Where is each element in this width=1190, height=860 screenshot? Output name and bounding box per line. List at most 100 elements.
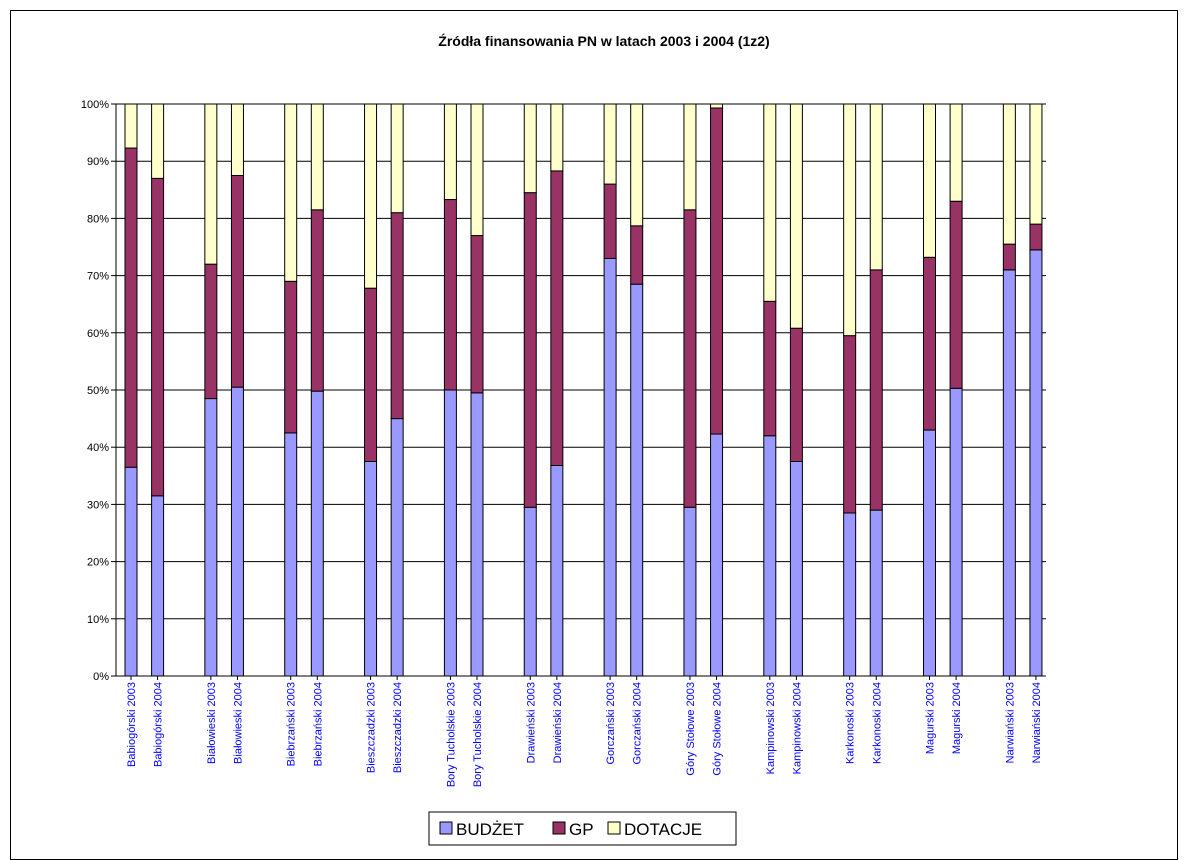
bar-bud-et <box>443 389 457 677</box>
bar-bud-et <box>1002 269 1016 677</box>
y-axis: 0% 10% 20% 30% 40% 50% 60% 70% 80% 90% 100% <box>81 99 117 683</box>
bar-bud-et <box>1029 249 1043 677</box>
x-tick-label: Gorczański 2004 <box>632 682 644 765</box>
bar-gp <box>923 256 936 431</box>
bar-dotacje <box>151 103 165 179</box>
legend-swatch <box>439 821 453 835</box>
legend-swatch <box>552 821 566 835</box>
x-tick-label: Bieszczadzki 2004 <box>392 682 404 773</box>
bar-gp <box>949 200 963 389</box>
x-tick-label: Biebrzański 2004 <box>312 682 324 766</box>
bar-dotacje <box>204 103 218 265</box>
bar-gp <box>151 177 165 497</box>
bar-dotacje <box>364 103 378 289</box>
bar-dotacje <box>470 103 484 237</box>
bar-gp <box>550 170 564 467</box>
x-tick-label: Babiogórski 2004 <box>153 682 165 767</box>
bar-bud-et <box>789 461 803 677</box>
bar-dotacje <box>1029 103 1043 225</box>
legend: BUDŻET GP DOTACJE <box>428 811 737 846</box>
y-tick-label: 50% <box>87 385 109 397</box>
bars <box>124 103 1043 677</box>
bar-dotacje <box>603 103 617 185</box>
bar-bud-et <box>923 429 936 677</box>
bar-bud-et <box>869 509 883 677</box>
legend-label: GP <box>569 820 594 839</box>
bar-gp <box>310 209 324 392</box>
bar-bud-et <box>630 283 644 677</box>
chart-title: Źródła finansowania PN w latach 2003 i 2… <box>438 33 769 49</box>
y-tick-label: 70% <box>87 271 109 283</box>
y-tick-label: 20% <box>87 557 109 569</box>
bar-gp <box>869 269 883 511</box>
bar-bud-et <box>364 461 378 677</box>
x-tick-label: Bory Tucholskie 2004 <box>472 682 484 787</box>
bar-bud-et <box>763 435 777 677</box>
x-tick-label: Babiogórski 2003 <box>126 682 138 767</box>
bar-bud-et <box>710 433 724 677</box>
bar-gp <box>763 300 777 437</box>
bar-bud-et <box>843 512 857 677</box>
y-tick-label: 30% <box>87 499 109 511</box>
bar-dotacje <box>310 103 324 211</box>
bar-bud-et <box>390 418 404 677</box>
bar-gp <box>843 335 857 514</box>
bar-gp <box>204 263 218 400</box>
bar-gp <box>364 287 378 462</box>
bar-bud-et <box>151 495 165 677</box>
x-tick-label: Kampinowski 2004 <box>791 682 803 774</box>
bar-dotacje <box>843 103 857 337</box>
bar-gp <box>1002 243 1016 271</box>
y-tick-label: 100% <box>81 99 109 111</box>
bar-gp <box>710 107 724 435</box>
bar-bud-et <box>204 398 218 677</box>
x-tick-label: Drawieński 2004 <box>552 682 564 763</box>
y-tick-label: 90% <box>87 156 109 168</box>
bar-bud-et <box>550 465 564 677</box>
y-tick-label: 0% <box>93 671 109 683</box>
x-tick-label: Białowieski 2004 <box>232 682 244 764</box>
x-tick-label: Gorczański 2003 <box>605 682 617 765</box>
bar-dotacje <box>284 103 298 282</box>
bar-bud-et <box>949 387 963 677</box>
x-tick-label: Kampinowski 2003 <box>765 682 777 774</box>
legend-swatch <box>607 821 621 835</box>
legend-label: BUDŻET <box>456 820 524 839</box>
bar-bud-et <box>523 506 537 677</box>
bar-gp <box>470 235 484 394</box>
bar-bud-et <box>603 257 617 677</box>
bar-dotacje <box>230 103 244 176</box>
x-tick-label: Białowieski 2003 <box>206 682 218 764</box>
bar-bud-et <box>470 392 484 677</box>
x-tick-label: Góry Stołowe 2004 <box>712 682 724 776</box>
x-tick-label: Bieszczadzki 2003 <box>366 682 378 773</box>
bar-dotacje <box>869 103 883 271</box>
bar-gp <box>1029 223 1043 251</box>
bar-bud-et <box>124 466 138 677</box>
x-tick-label: Bory Tucholskie 2003 <box>445 682 457 787</box>
x-tick-label: Biebrzański 2003 <box>286 682 298 766</box>
x-tick-label: Narwiański 2004 <box>1031 682 1043 763</box>
bar-gp <box>683 209 697 508</box>
bar-dotacje <box>443 103 457 201</box>
bar-dotacje <box>789 103 803 329</box>
bar-gp <box>284 280 298 434</box>
x-tick-label: Góry Stołowe 2003 <box>685 682 697 776</box>
bar-dotacje <box>550 103 564 172</box>
bar-gp <box>603 183 617 259</box>
bar-dotacje <box>710 103 724 109</box>
y-tick-label: 40% <box>87 442 109 454</box>
bar-bud-et <box>683 506 697 677</box>
bar-gp <box>630 225 644 285</box>
bar-dotacje <box>923 103 936 258</box>
bar-gp <box>390 212 404 420</box>
x-tick-label: Magurski 2003 <box>925 682 937 754</box>
y-tick-label: 60% <box>87 328 109 340</box>
x-tick-label: Narwiański 2003 <box>1004 682 1016 763</box>
y-tick-label: 10% <box>87 614 109 626</box>
x-tick-label: Drawieński 2003 <box>525 682 537 763</box>
legend-box <box>428 811 737 846</box>
bar-bud-et <box>310 390 324 677</box>
bar-gp <box>124 147 138 468</box>
